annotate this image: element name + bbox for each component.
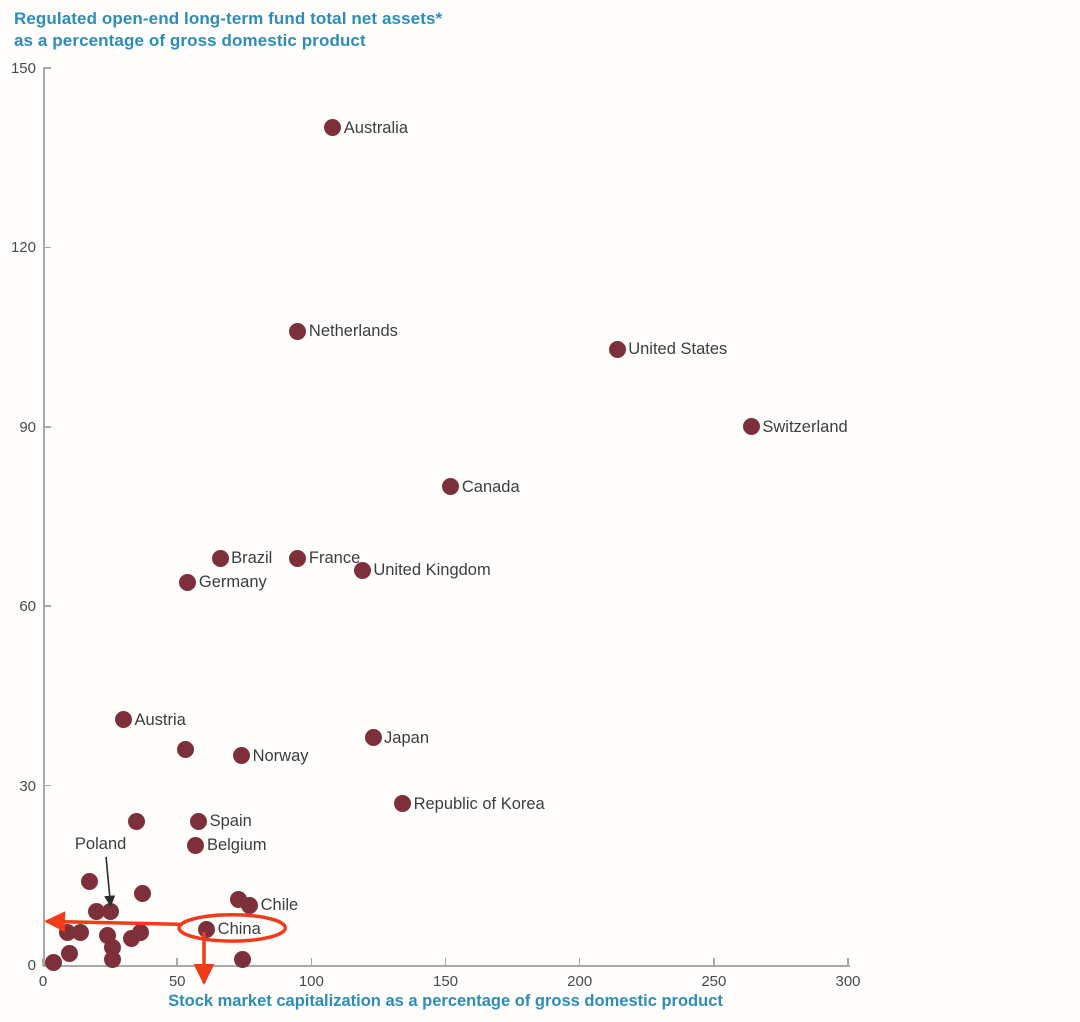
data-point-unlabeled [104, 950, 122, 968]
point-label-chile: Chile [260, 896, 299, 915]
point-label-brazil: Brazil [231, 549, 273, 568]
x-tick-label: 100 [298, 973, 324, 990]
poland-arrow [104, 856, 116, 907]
data-point-unlabeled [133, 884, 151, 902]
data-point-united-states [608, 340, 626, 358]
x-tick [310, 958, 313, 966]
point-label-norway: Norway [252, 746, 309, 765]
point-label-poland: Poland [74, 835, 127, 854]
point-label-austria: Austria [134, 710, 186, 729]
point-label-japan: Japan [384, 728, 430, 747]
y-tick [43, 605, 51, 607]
data-point-netherlands [289, 322, 307, 340]
x-tick [578, 958, 581, 966]
y-tick-label: 60 [19, 598, 36, 616]
x-tick [176, 958, 178, 966]
point-label-switzerland: Switzerland [762, 417, 848, 436]
y-tick-label: 0 [27, 957, 36, 974]
x-tick [713, 958, 715, 966]
point-label-united-states: United States [628, 340, 728, 359]
data-point-unlabeled [234, 950, 252, 968]
x-tick-label: 0 [38, 973, 48, 990]
point-label-australia: Australia [343, 118, 408, 137]
point-label-china: China [217, 920, 261, 939]
data-point-unlabeled [45, 953, 63, 971]
chart-title-line1: Regulated open-end long-term fund total … [14, 9, 443, 28]
data-point-unlabeled [230, 890, 248, 908]
chart-title: Regulated open-end long-term fund total … [14, 8, 442, 52]
y-tick-label: 90 [19, 418, 36, 436]
data-point-china [198, 920, 216, 938]
x-tick-label: 300 [835, 973, 861, 990]
data-point-france [289, 549, 307, 567]
data-point-germany [179, 573, 197, 591]
y-tick-label: 120 [10, 239, 36, 257]
chart-title-line2: as a percentage of gross domestic produc… [14, 31, 366, 50]
data-point-switzerland [742, 418, 760, 436]
data-point-brazil [211, 549, 229, 567]
x-tick-label: 50 [168, 973, 186, 990]
point-label-germany: Germany [198, 573, 267, 592]
x-tick [42, 958, 44, 966]
y-tick [43, 426, 51, 428]
y-tick [43, 784, 51, 787]
x-axis-line [43, 965, 850, 967]
data-point-canada [442, 478, 460, 496]
y-axis-line [43, 68, 45, 965]
x-tick [444, 958, 447, 966]
point-label-republic-of-korea: Republic of Korea [413, 794, 545, 813]
data-point-belgium [187, 836, 205, 854]
data-point-unlabeled [88, 902, 106, 920]
data-point-australia [324, 119, 342, 137]
data-point-japan [364, 729, 382, 747]
data-point-united-kingdom [353, 561, 371, 579]
data-point-unlabeled [72, 923, 90, 941]
x-tick-label: 150 [432, 973, 459, 990]
data-point-unlabeled [128, 812, 146, 830]
y-tick [43, 67, 51, 69]
data-point-poland [101, 902, 119, 920]
data-point-austria [115, 711, 132, 729]
point-label-canada: Canada [461, 477, 520, 496]
data-point-spain [190, 812, 208, 830]
point-label-united-kingdom: United Kingdom [373, 561, 491, 580]
point-label-netherlands: Netherlands [308, 322, 398, 341]
data-point-unlabeled [132, 923, 150, 941]
point-label-france: France [308, 549, 361, 568]
data-point-unlabeled [61, 944, 79, 962]
x-tick-label: 250 [701, 973, 727, 990]
data-point-norway [233, 747, 251, 765]
x-tick [847, 958, 849, 966]
x-axis-label: Stock market capitalization as a percent… [168, 992, 723, 1010]
point-label-belgium: Belgium [206, 836, 267, 855]
point-label-spain: Spain [209, 812, 252, 831]
data-point-republic-of-korea [394, 795, 412, 813]
y-tick-label: 150 [10, 60, 36, 77]
y-tick [43, 246, 51, 249]
y-tick-label: 30 [19, 777, 36, 795]
data-point-unlabeled [81, 872, 99, 890]
x-tick-label: 200 [567, 973, 593, 990]
data-point-unlabeled [176, 741, 194, 759]
